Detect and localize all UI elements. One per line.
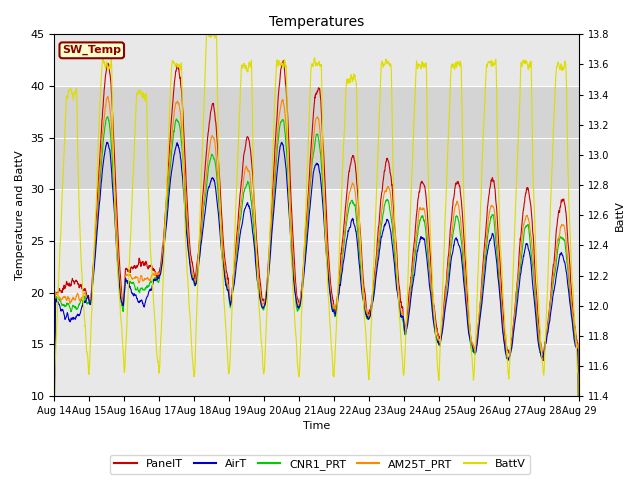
X-axis label: Time: Time <box>303 421 330 432</box>
Title: Temperatures: Temperatures <box>269 15 364 29</box>
Legend: PanelT, AirT, CNR1_PRT, AM25T_PRT, BattV: PanelT, AirT, CNR1_PRT, AM25T_PRT, BattV <box>110 455 530 474</box>
Y-axis label: BattV: BattV <box>615 200 625 231</box>
Bar <box>54 86 579 190</box>
Y-axis label: Temperature and BattV: Temperature and BattV <box>15 150 25 280</box>
Text: SW_Temp: SW_Temp <box>62 45 121 56</box>
